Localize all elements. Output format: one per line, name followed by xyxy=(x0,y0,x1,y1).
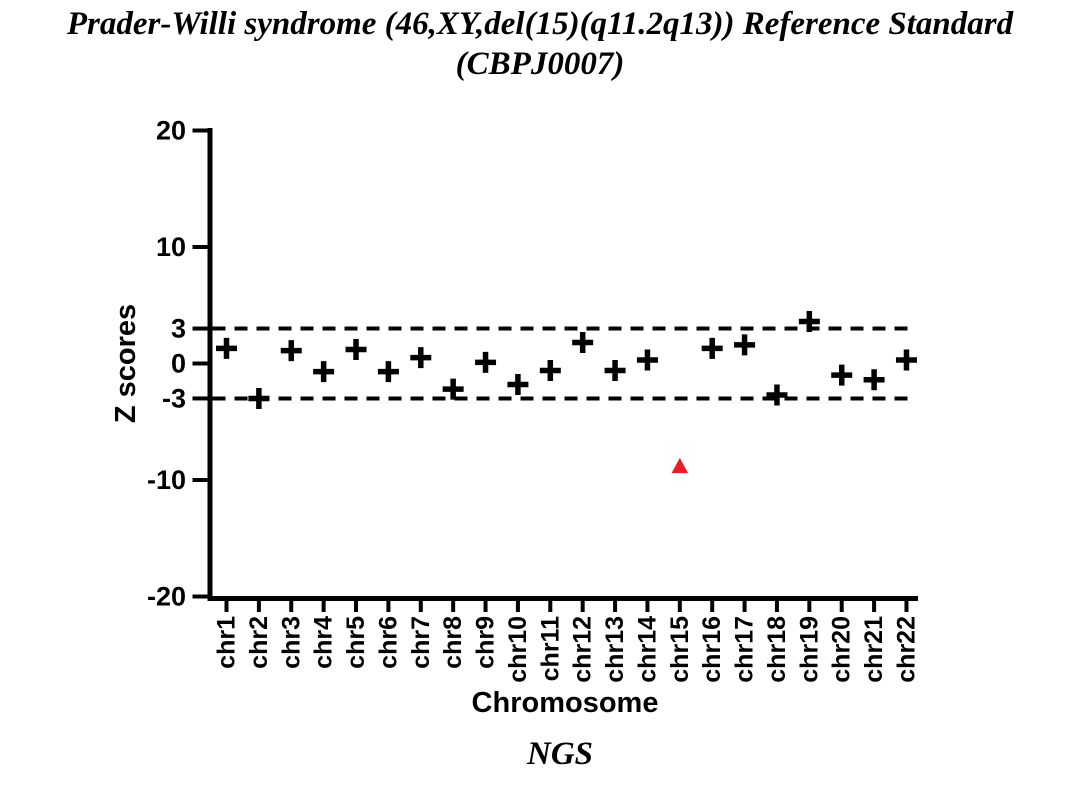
data-point-chr14 xyxy=(636,349,658,371)
y-tick-label--20: -20 xyxy=(147,582,186,612)
data-point-chr8 xyxy=(442,378,464,400)
x-tick-label-chr20: chr20 xyxy=(828,616,856,683)
data-point-chr17 xyxy=(734,334,756,356)
reference-lines-group xyxy=(212,326,912,401)
data-point-chr12 xyxy=(572,332,594,354)
x-tick-label-chr10: chr10 xyxy=(504,616,532,683)
x-tick-label-chr12: chr12 xyxy=(569,616,597,683)
y-tick-label--3: -3 xyxy=(162,383,186,413)
data-point-chr10 xyxy=(507,373,529,395)
chart-title: Prader-Willi syndrome (46,XY,del(15)(q11… xyxy=(0,4,1080,84)
y-tick-label-20: 20 xyxy=(156,116,186,146)
x-tick-label-chr5: chr5 xyxy=(342,616,370,669)
x-tick-label-chr17: chr17 xyxy=(731,616,759,683)
x-tick-label-chr11: chr11 xyxy=(536,616,564,681)
x-tick-label-chr16: chr16 xyxy=(698,616,726,683)
x-tick-label-chr9: chr9 xyxy=(472,616,500,669)
data-point-chr3 xyxy=(280,340,302,362)
x-tick-label-chr2: chr2 xyxy=(245,616,273,669)
x-tick-label-chr21: chr21 xyxy=(860,616,888,683)
x-tick-label-chr14: chr14 xyxy=(633,616,661,683)
data-point-chr15-triangle xyxy=(671,457,689,474)
data-point-chr21 xyxy=(863,369,885,391)
x-tick-label-chr4: chr4 xyxy=(310,616,338,669)
data-point-chr4 xyxy=(313,361,335,383)
y-tick-label-0: 0 xyxy=(171,349,186,379)
data-point-chr1 xyxy=(216,337,237,359)
x-tick-label-chr13: chr13 xyxy=(601,616,629,683)
data-point-chr2 xyxy=(248,387,270,409)
y-axis-label: Z scores xyxy=(110,304,142,423)
y-tick-label-10: 10 xyxy=(156,232,186,262)
x-tick-label-chr7: chr7 xyxy=(407,616,435,669)
method-caption: NGS xyxy=(526,736,593,772)
data-point-chr22 xyxy=(895,349,917,371)
chart-title-line2: (CBPJ0007) xyxy=(455,46,625,82)
x-tick-label-chr3: chr3 xyxy=(277,616,305,669)
x-tick-label-chr15: chr15 xyxy=(666,616,694,683)
data-point-chr20 xyxy=(831,364,853,386)
data-point-chr9 xyxy=(475,351,497,373)
x-tick-label-chr19: chr19 xyxy=(795,616,823,683)
y-tick-label--10: -10 xyxy=(147,465,186,495)
x-tick-label-chr6: chr6 xyxy=(374,616,402,669)
data-points-group xyxy=(216,311,917,474)
x-tick-label-chr22: chr22 xyxy=(892,616,920,683)
data-point-chr19 xyxy=(798,311,820,333)
data-point-chr18 xyxy=(766,384,788,406)
x-axis-label: Chromosome xyxy=(472,687,659,719)
x-tick-label-chr18: chr18 xyxy=(763,616,791,683)
chart-title-line1: Prader-Willi syndrome (46,XY,del(15)(q11… xyxy=(66,6,1014,42)
data-point-chr11 xyxy=(539,359,561,381)
data-point-chr13 xyxy=(604,359,626,381)
data-point-chr6 xyxy=(377,361,399,383)
data-point-chr7 xyxy=(410,347,432,369)
x-tick-label-chr8: chr8 xyxy=(439,616,467,669)
data-point-chr16 xyxy=(701,337,723,359)
x-tick-label-chr1: chr1 xyxy=(213,616,241,669)
y-tick-label-3: 3 xyxy=(171,314,186,344)
data-point-chr5 xyxy=(345,339,367,361)
